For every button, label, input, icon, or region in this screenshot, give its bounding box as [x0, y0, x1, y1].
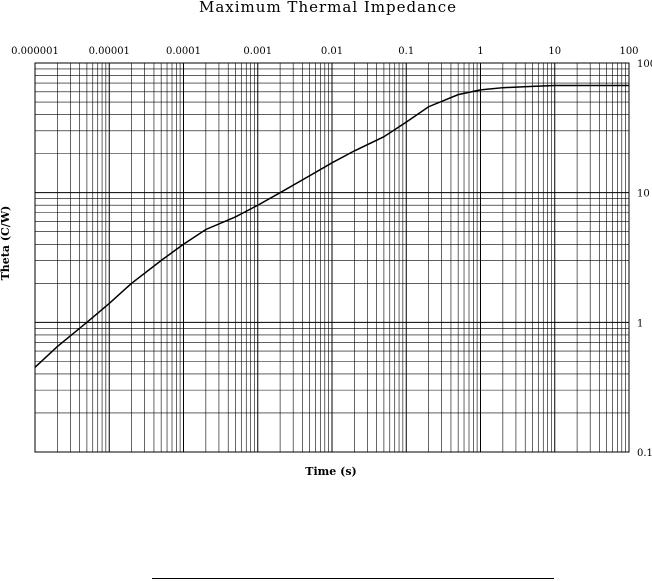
x-tick-label: 100 — [619, 46, 638, 57]
x-tick-label: 0.000001 — [11, 46, 59, 57]
x-tick-label: 0.00001 — [89, 46, 130, 57]
x-axis-label: Time (s) — [305, 465, 356, 478]
y-tick-label: 100 — [637, 59, 652, 70]
x-tick-label: 0.001 — [243, 46, 272, 57]
x-tick-label: 0.1 — [398, 46, 414, 57]
y-axis-label: Theta (C/W) — [0, 206, 12, 281]
plot-frame — [34, 62, 630, 453]
series-line — [34, 84, 629, 368]
x-tick-label: 1 — [477, 46, 483, 57]
x-tick-label: 0.0001 — [166, 46, 201, 57]
grid — [34, 63, 629, 453]
x-tick-label: 10 — [548, 46, 561, 57]
y-tick-label: 10 — [637, 189, 650, 200]
y-tick-labels: 100 10 1 0.1 — [637, 59, 652, 459]
y-tick-label: 0.1 — [637, 448, 652, 459]
x-tick-labels: 0.000001 0.00001 0.0001 0.001 0.01 0.1 1 10 100 — [11, 46, 638, 57]
x-tick-label: 0.01 — [321, 46, 343, 57]
footer-rule — [152, 578, 554, 579]
y-tick-label: 1 — [637, 318, 643, 329]
chart-title: Maximum Thermal Impedance — [199, 0, 457, 16]
